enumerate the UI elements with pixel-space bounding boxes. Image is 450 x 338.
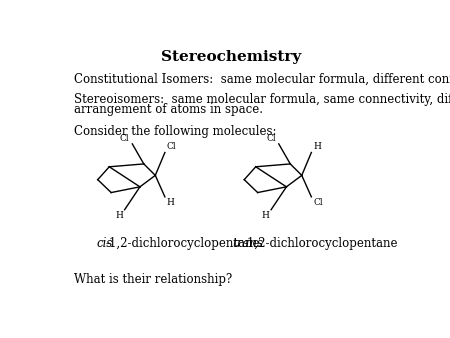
Text: Stereoisomers:  same molecular formula, same connectivity, different: Stereoisomers: same molecular formula, s… xyxy=(74,93,450,105)
Text: Consider the following molecules:: Consider the following molecules: xyxy=(74,125,276,138)
Text: What is their relationship?: What is their relationship? xyxy=(74,273,232,287)
Text: -1,2-dichlorocyclopentane: -1,2-dichlorocyclopentane xyxy=(244,237,398,250)
Text: Cl: Cl xyxy=(166,142,176,151)
Text: Cl: Cl xyxy=(120,134,130,143)
Text: H: H xyxy=(261,211,270,219)
Text: Constitutional Isomers:  same molecular formula, different connectivity.: Constitutional Isomers: same molecular f… xyxy=(74,73,450,86)
Text: H: H xyxy=(166,198,175,207)
Text: H: H xyxy=(313,142,321,151)
Text: H: H xyxy=(115,211,123,219)
Text: -1,2-dichlorocyclopentane: -1,2-dichlorocyclopentane xyxy=(105,237,260,250)
Text: Cl: Cl xyxy=(266,134,276,143)
Text: cis: cis xyxy=(96,237,113,250)
Text: Stereochemistry: Stereochemistry xyxy=(161,50,301,64)
Text: arrangement of atoms in space.: arrangement of atoms in space. xyxy=(74,103,263,116)
Text: Cl: Cl xyxy=(313,198,323,207)
Text: trans: trans xyxy=(232,237,263,250)
